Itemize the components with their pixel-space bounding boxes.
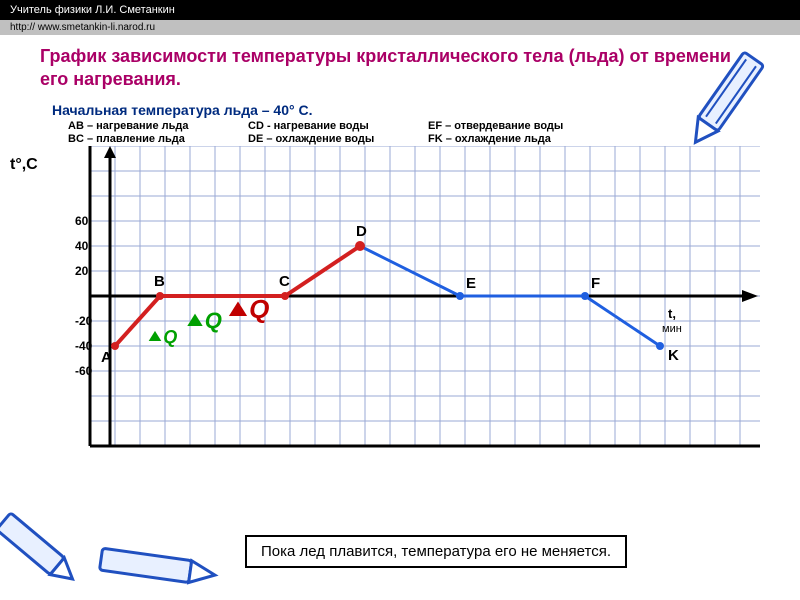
svg-text:A: A (101, 349, 112, 366)
teacher-line: Учитель физики Л.И. Сметанкин (0, 0, 800, 20)
legend-1a: AB – нагревание льда (68, 120, 248, 133)
svg-text:Q: Q (249, 294, 269, 324)
legend-3a: EF – отвердевание воды (428, 120, 608, 133)
svg-text:C: C (279, 273, 290, 290)
legend-1b: BC – плавление льда (68, 133, 248, 146)
svg-text:F: F (591, 275, 600, 292)
crayon-icon (680, 50, 800, 170)
legend-2b: DE – охлаждение воды (248, 133, 428, 146)
note-box: Пока лед плавится, температура его не ме… (245, 535, 627, 568)
y-axis-label: t°,C (10, 156, 38, 174)
svg-text:K: K (668, 347, 679, 364)
svg-text:E: E (466, 275, 476, 292)
svg-text:40: 40 (75, 239, 89, 253)
svg-text:-60: -60 (75, 364, 93, 378)
svg-text:B: B (154, 273, 165, 290)
svg-text:-20: -20 (75, 314, 93, 328)
url-line: http:// www.smetankin-li.narod.ru (0, 20, 800, 35)
svg-text:20: 20 (75, 264, 89, 278)
legend-3b: FK – охлаждение льда (428, 133, 608, 146)
crayon-icon (90, 540, 240, 600)
svg-text:t,: t, (668, 306, 676, 321)
svg-text:60: 60 (75, 214, 89, 228)
svg-text:D: D (356, 223, 367, 240)
svg-text:Q: Q (205, 308, 222, 333)
chart-svg: 60 40 20 -20 -40 -60 t, мин A B C D E F K Q Q Q (40, 146, 780, 466)
svg-text:Q: Q (163, 327, 177, 347)
chart-container: t°,C 604020-20-40-60t,минABCDEFKQQQ (40, 146, 800, 471)
legend-2a: CD - нагревание воды (248, 120, 428, 133)
svg-text:мин: мин (662, 323, 682, 335)
svg-text:-40: -40 (75, 339, 93, 353)
